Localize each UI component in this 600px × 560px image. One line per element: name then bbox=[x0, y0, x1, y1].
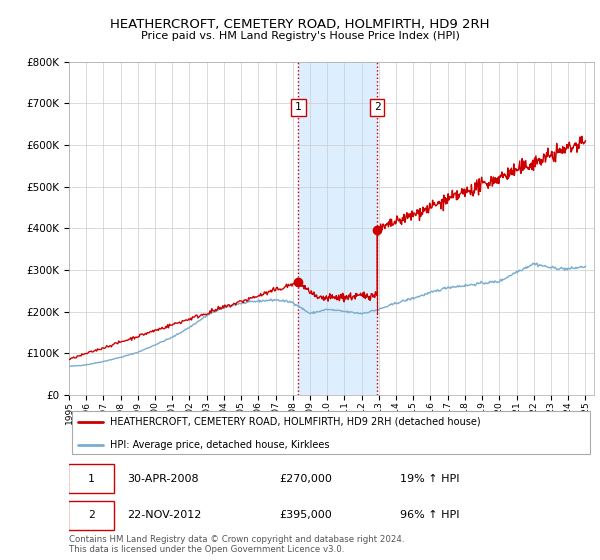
Text: 96% ↑ HPI: 96% ↑ HPI bbox=[400, 510, 459, 520]
Text: £270,000: £270,000 bbox=[279, 474, 332, 484]
FancyBboxPatch shape bbox=[68, 501, 114, 530]
Text: 22-NOV-2012: 22-NOV-2012 bbox=[127, 510, 201, 520]
Text: 2: 2 bbox=[374, 102, 380, 113]
Text: Contains HM Land Registry data © Crown copyright and database right 2024.
This d: Contains HM Land Registry data © Crown c… bbox=[69, 535, 404, 554]
Bar bbox=[298, 62, 377, 395]
Text: 1: 1 bbox=[88, 474, 94, 484]
FancyBboxPatch shape bbox=[68, 464, 114, 493]
Text: HEATHERCROFT, CEMETERY ROAD, HOLMFIRTH, HD9 2RH: HEATHERCROFT, CEMETERY ROAD, HOLMFIRTH, … bbox=[110, 18, 490, 31]
FancyBboxPatch shape bbox=[71, 410, 590, 455]
Text: Price paid vs. HM Land Registry's House Price Index (HPI): Price paid vs. HM Land Registry's House … bbox=[140, 31, 460, 41]
Text: 30-APR-2008: 30-APR-2008 bbox=[127, 474, 199, 484]
Text: £395,000: £395,000 bbox=[279, 510, 332, 520]
Text: 1: 1 bbox=[295, 102, 302, 113]
Text: 2: 2 bbox=[88, 510, 94, 520]
Text: HEATHERCROFT, CEMETERY ROAD, HOLMFIRTH, HD9 2RH (detached house): HEATHERCROFT, CEMETERY ROAD, HOLMFIRTH, … bbox=[110, 417, 481, 427]
Text: HPI: Average price, detached house, Kirklees: HPI: Average price, detached house, Kirk… bbox=[110, 440, 329, 450]
Text: 19% ↑ HPI: 19% ↑ HPI bbox=[400, 474, 459, 484]
